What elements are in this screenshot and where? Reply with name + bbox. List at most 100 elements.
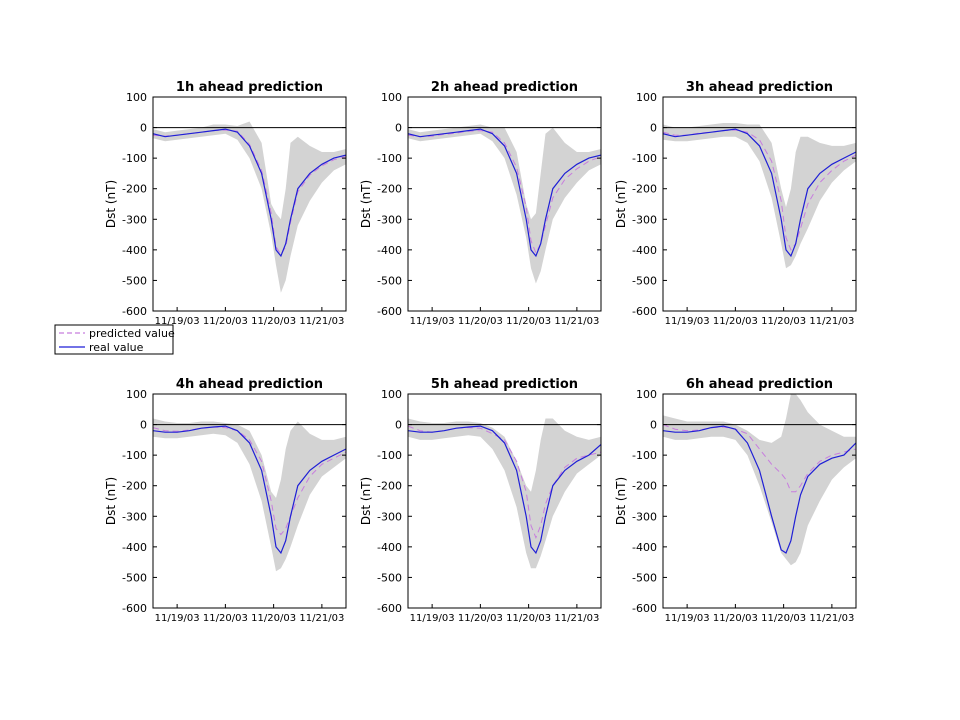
panel-title: 3h ahead prediction xyxy=(686,80,833,95)
x-tick-label: 11/21/03 xyxy=(299,613,344,624)
real-value-line xyxy=(153,128,346,258)
y-tick-label: -600 xyxy=(122,602,147,615)
predicted-value-line xyxy=(663,424,856,493)
legend-label: predicted value xyxy=(89,327,175,340)
uncertainty-band xyxy=(408,124,601,284)
y-tick-label: -400 xyxy=(122,541,147,554)
x-tick-label: 11/20/03 xyxy=(761,613,806,624)
y-tick-label: -300 xyxy=(122,510,147,523)
y-tick-label: 100 xyxy=(636,388,657,401)
x-tick-label: 11/20/03 xyxy=(251,316,296,327)
y-tick-label: -200 xyxy=(377,480,402,493)
plot-frame xyxy=(662,393,857,609)
y-tick-label: -200 xyxy=(377,183,402,196)
y-tick-label: 100 xyxy=(126,388,147,401)
real-value-line xyxy=(408,128,601,258)
x-tick-label: 11/21/03 xyxy=(809,316,854,327)
x-tick-label: 11/20/03 xyxy=(251,613,296,624)
y-tick-label: 0 xyxy=(140,122,147,135)
y-tick-label: -400 xyxy=(377,541,402,554)
y-tick-label: 0 xyxy=(650,122,657,135)
real-value-line xyxy=(663,128,856,258)
predicted-value-line xyxy=(153,129,346,256)
uncertainty-band xyxy=(153,418,346,572)
panel-title: 1h ahead prediction xyxy=(176,80,323,95)
y-tick-label: -500 xyxy=(632,274,657,287)
y-tick-label: 100 xyxy=(381,91,402,104)
y-tick-label: -400 xyxy=(377,244,402,257)
x-tick-label: 11/19/03 xyxy=(155,613,200,624)
y-axis-label: Dst (nT) xyxy=(359,180,373,228)
x-tick-label: 11/19/03 xyxy=(410,613,455,624)
x-tick-label: 11/20/03 xyxy=(506,613,551,624)
y-tick-label: -300 xyxy=(122,213,147,226)
y-tick-label: 0 xyxy=(650,419,657,432)
y-axis-label: Dst (nT) xyxy=(104,180,118,228)
legend-label: real value xyxy=(89,341,144,354)
uncertainty-band xyxy=(153,121,346,293)
y-tick-label: -100 xyxy=(377,449,402,462)
x-tick-label: 11/20/03 xyxy=(458,316,503,327)
x-tick-label: 11/19/03 xyxy=(410,316,455,327)
plot-frame xyxy=(662,96,857,312)
y-tick-label: -100 xyxy=(377,152,402,165)
y-axis-label: Dst (nT) xyxy=(104,477,118,525)
panel-title: 6h ahead prediction xyxy=(686,377,833,392)
y-tick-label: 100 xyxy=(126,91,147,104)
y-tick-label: -600 xyxy=(632,602,657,615)
y-tick-label: -300 xyxy=(632,213,657,226)
y-tick-label: -200 xyxy=(632,183,657,196)
y-tick-label: -500 xyxy=(377,571,402,584)
predicted-value-line xyxy=(408,425,601,540)
y-tick-label: -600 xyxy=(632,305,657,318)
plot-frame xyxy=(152,393,347,609)
y-axis-label: Dst (nT) xyxy=(614,180,628,228)
y-tick-label: -300 xyxy=(632,510,657,523)
predicted-value-line xyxy=(663,129,856,251)
y-tick-label: -600 xyxy=(377,602,402,615)
y-tick-label: -500 xyxy=(632,571,657,584)
y-tick-label: -100 xyxy=(122,152,147,165)
y-tick-label: 0 xyxy=(140,419,147,432)
y-tick-label: 0 xyxy=(395,419,402,432)
x-tick-label: 11/20/03 xyxy=(713,316,758,327)
panel-title: 2h ahead prediction xyxy=(431,80,578,95)
y-tick-label: -300 xyxy=(377,510,402,523)
plot-frame xyxy=(407,96,602,312)
x-tick-label: 11/20/03 xyxy=(458,613,503,624)
x-tick-label: 11/20/03 xyxy=(761,316,806,327)
y-tick-label: -300 xyxy=(377,213,402,226)
y-tick-label: -200 xyxy=(632,480,657,493)
y-tick-label: -400 xyxy=(632,244,657,257)
x-tick-label: 11/21/03 xyxy=(299,316,344,327)
x-tick-label: 11/21/03 xyxy=(554,316,599,327)
y-tick-label: -600 xyxy=(122,305,147,318)
y-tick-label: 100 xyxy=(636,91,657,104)
real-value-line xyxy=(153,425,346,555)
y-axis-label: Dst (nT) xyxy=(614,477,628,525)
x-tick-label: 11/19/03 xyxy=(665,613,710,624)
y-tick-label: -100 xyxy=(632,152,657,165)
panel-title: 4h ahead prediction xyxy=(176,377,323,392)
uncertainty-band xyxy=(663,394,856,566)
plot-frame xyxy=(152,96,347,312)
y-tick-label: -200 xyxy=(122,480,147,493)
x-tick-label: 11/20/03 xyxy=(203,613,248,624)
x-tick-label: 11/20/03 xyxy=(203,316,248,327)
predicted-value-line xyxy=(153,426,346,536)
y-tick-label: -100 xyxy=(122,449,147,462)
y-tick-label: -500 xyxy=(377,274,402,287)
y-tick-label: -200 xyxy=(122,183,147,196)
y-tick-label: -600 xyxy=(377,305,402,318)
real-value-line xyxy=(663,425,856,554)
y-axis-label: Dst (nT) xyxy=(359,477,373,525)
y-tick-label: -400 xyxy=(632,541,657,554)
